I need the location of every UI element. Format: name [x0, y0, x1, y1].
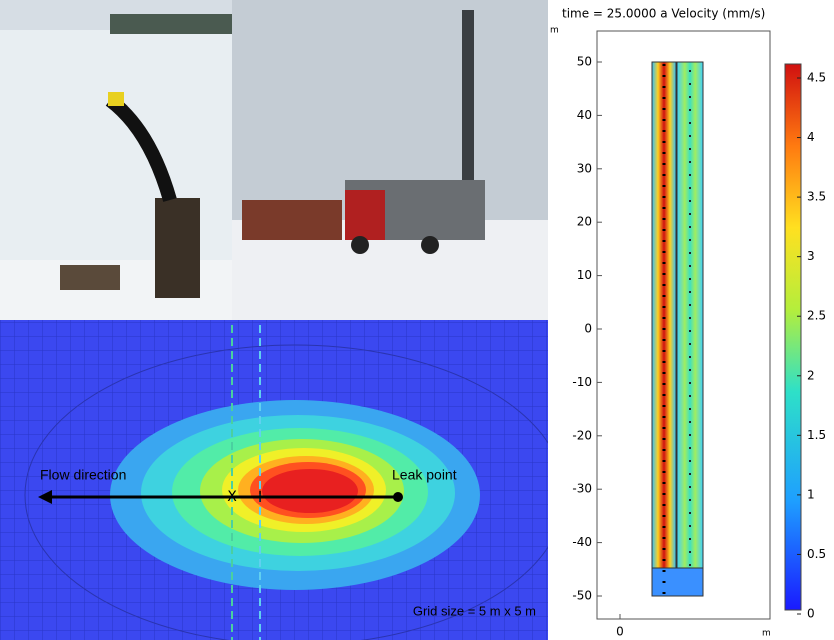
colorbar-tick-label: 4	[807, 130, 815, 144]
colorbar-tick-label: 2	[807, 368, 815, 382]
x-unit: m	[762, 629, 771, 639]
y-tick-label: 40	[577, 108, 592, 122]
colorbar-tick-label: 0	[807, 607, 815, 621]
flow-label: Flow direction	[40, 467, 126, 483]
plot-title: time = 25.0000 a Velocity (mm/s)	[562, 7, 765, 21]
photo-pipe	[0, 0, 232, 320]
colorbar-tick-label: 0.5	[807, 547, 826, 561]
leak-label: Leak point	[392, 467, 457, 483]
colorbar-tick-label: 3	[807, 249, 815, 263]
grid-label: Grid size = 5 m x 5 m	[413, 603, 536, 618]
y-tick-label: 30	[577, 161, 592, 175]
contour-map: Flow direction Leak point X + Grid size …	[0, 320, 565, 640]
y-tick-label: 50	[577, 55, 592, 69]
y-tick-label: -10	[572, 375, 592, 389]
y-tick-label: -30	[572, 482, 592, 496]
figure: Flow direction Leak point X + Grid size …	[0, 0, 834, 640]
x-tick-label: 0	[616, 625, 624, 639]
y-tick-label: 10	[577, 268, 592, 282]
y-tick-label: -50	[572, 589, 592, 603]
colorbar-tick-label: 3.5	[807, 190, 826, 204]
marker-plus: +	[252, 486, 267, 507]
y-tick-label: -40	[572, 535, 592, 549]
colorbar-tick-label: 1	[807, 487, 815, 501]
y-tick-label: -20	[572, 428, 592, 442]
page: Flow direction Leak point X + Grid size …	[0, 0, 834, 640]
marker-x: X	[227, 489, 237, 505]
colorbar-tick-label: 1.5	[807, 428, 826, 442]
y-unit: m	[550, 26, 559, 36]
y-tick-label: 20	[577, 215, 592, 229]
y-tick-label: 0	[584, 322, 592, 336]
photo-drill-truck	[232, 0, 548, 320]
colorbar-tick-label: 4.5	[807, 71, 826, 85]
colorbar-tick-label: 2.5	[807, 309, 826, 323]
